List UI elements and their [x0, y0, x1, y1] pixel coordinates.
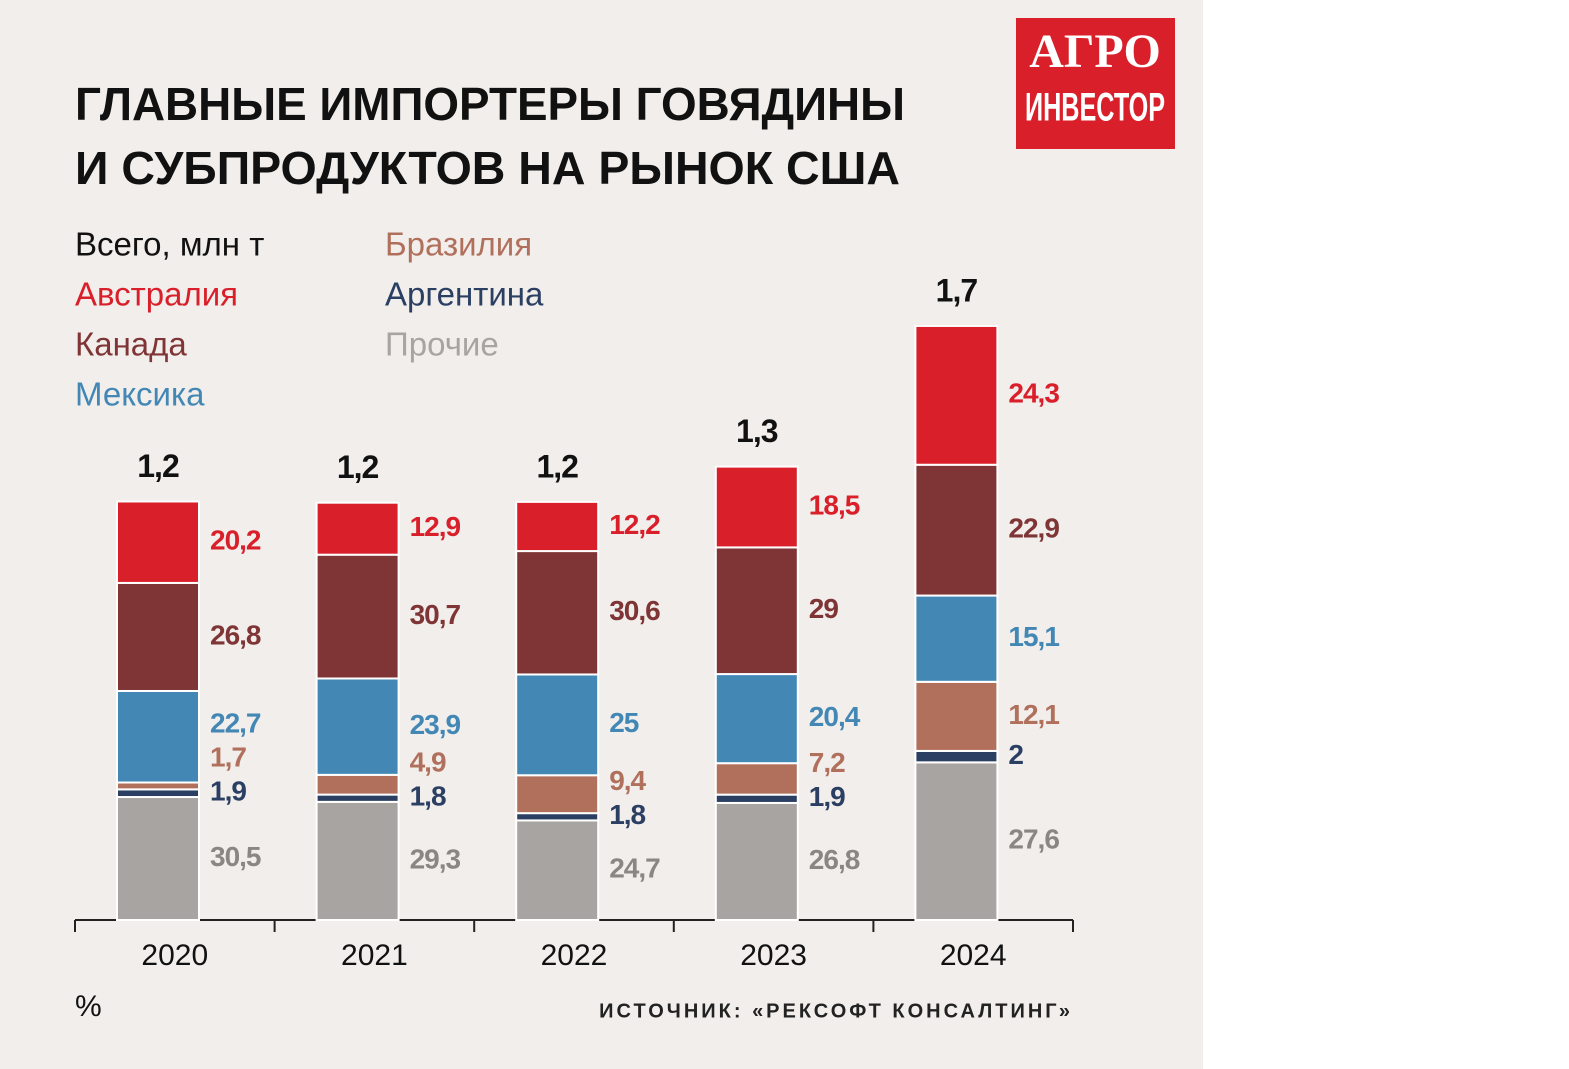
chart-title: И СУБПРОДУКТОВ НА РЫНОК США	[75, 142, 900, 194]
legend-label: Всего, млн т	[75, 226, 264, 263]
unit-label: %	[75, 990, 102, 1023]
total-label: 1,2	[536, 448, 578, 484]
bar-segment	[714, 793, 799, 804]
legend-label: Прочие	[385, 326, 499, 363]
total-label: 1,7	[936, 272, 978, 308]
value-label: 29	[809, 593, 839, 624]
bar-segment	[315, 553, 400, 680]
value-label: 4,9	[410, 747, 446, 778]
chart-title: ГЛАВНЫЕ ИМПОРТЕРЫ ГОВЯДИНЫ	[75, 78, 905, 130]
value-label: 2	[1008, 739, 1023, 770]
bar-segment	[116, 581, 200, 692]
bar-segment	[315, 800, 400, 922]
bar-segment	[914, 761, 999, 922]
legend-label: Канада	[75, 326, 187, 363]
value-label: 1,8	[410, 781, 446, 812]
total-label: 1,3	[736, 413, 778, 449]
x-tick-label: 2021	[341, 939, 408, 972]
value-label: 26,8	[809, 844, 860, 875]
value-label: 29,3	[410, 843, 461, 874]
bar-segment	[714, 762, 799, 796]
value-label: 24,7	[609, 853, 660, 884]
bar-segment	[116, 500, 200, 584]
value-label: 1,7	[210, 742, 246, 773]
bar-segment	[714, 801, 799, 922]
bar-segment	[515, 550, 600, 676]
legend-label: Мексика	[75, 376, 205, 413]
value-label: 12,1	[1008, 699, 1059, 730]
bar-segment	[914, 594, 999, 683]
logo-text: АГРО	[1029, 25, 1161, 78]
value-label: 1,9	[809, 781, 845, 812]
bar-segment	[116, 796, 200, 921]
value-label: 22,9	[1008, 513, 1059, 544]
value-label: 25	[609, 707, 639, 738]
bar-segment	[714, 465, 799, 549]
value-label: 9,4	[609, 765, 646, 796]
value-label: 20,2	[210, 525, 261, 556]
value-label: 27,6	[1008, 824, 1059, 855]
legend-label: Аргентина	[385, 276, 544, 313]
background	[0, 0, 1203, 1069]
bar-segment	[914, 324, 999, 466]
bar-segment	[914, 749, 999, 764]
total-label: 1,2	[137, 448, 179, 484]
bar-segment	[116, 689, 200, 784]
bar-segment	[515, 500, 600, 553]
bar-segment	[315, 677, 400, 776]
bar-segment	[315, 793, 400, 803]
logo-text: ИНВЕСТОР	[1025, 86, 1165, 130]
value-label: 7,2	[809, 747, 845, 778]
legend-label: Австралия	[75, 276, 238, 313]
bar-segment	[914, 680, 999, 752]
bar-segment	[315, 773, 400, 796]
value-label: 24,3	[1008, 378, 1059, 409]
value-label: 18,5	[809, 489, 860, 520]
bar-segment	[714, 673, 799, 765]
value-label: 30,5	[210, 841, 261, 872]
bar-segment	[315, 501, 400, 556]
value-label: 30,7	[410, 599, 461, 630]
x-tick-label: 2022	[541, 939, 608, 972]
bar-segment	[914, 463, 999, 597]
source: ИСТОЧНИК: «РЕКСОФТ КОНСАЛТИНГ»	[599, 1000, 1073, 1022]
bar-segment	[116, 788, 200, 799]
bar-segment	[515, 819, 600, 922]
value-label: 15,1	[1008, 621, 1059, 652]
bar-segment	[515, 673, 600, 777]
value-label: 12,2	[609, 509, 660, 540]
logo	[1016, 18, 1175, 149]
x-tick-label: 2023	[740, 939, 807, 972]
x-tick-label: 2024	[940, 939, 1007, 972]
value-label: 30,6	[609, 595, 660, 626]
value-label: 1,8	[609, 799, 645, 830]
bar-segment	[714, 546, 799, 676]
value-label: 22,7	[210, 708, 261, 739]
value-label: 12,9	[410, 511, 461, 542]
legend-label: Бразилия	[385, 226, 532, 263]
x-tick-label: 2020	[141, 939, 208, 972]
value-label: 26,8	[210, 619, 261, 650]
total-label: 1,2	[337, 449, 379, 485]
bar-segment	[515, 812, 600, 822]
bar-segment	[515, 774, 600, 815]
value-label: 23,9	[410, 709, 461, 740]
bar-segment	[116, 781, 200, 791]
value-label: 20,4	[809, 701, 861, 732]
value-label: 1,9	[210, 776, 246, 807]
